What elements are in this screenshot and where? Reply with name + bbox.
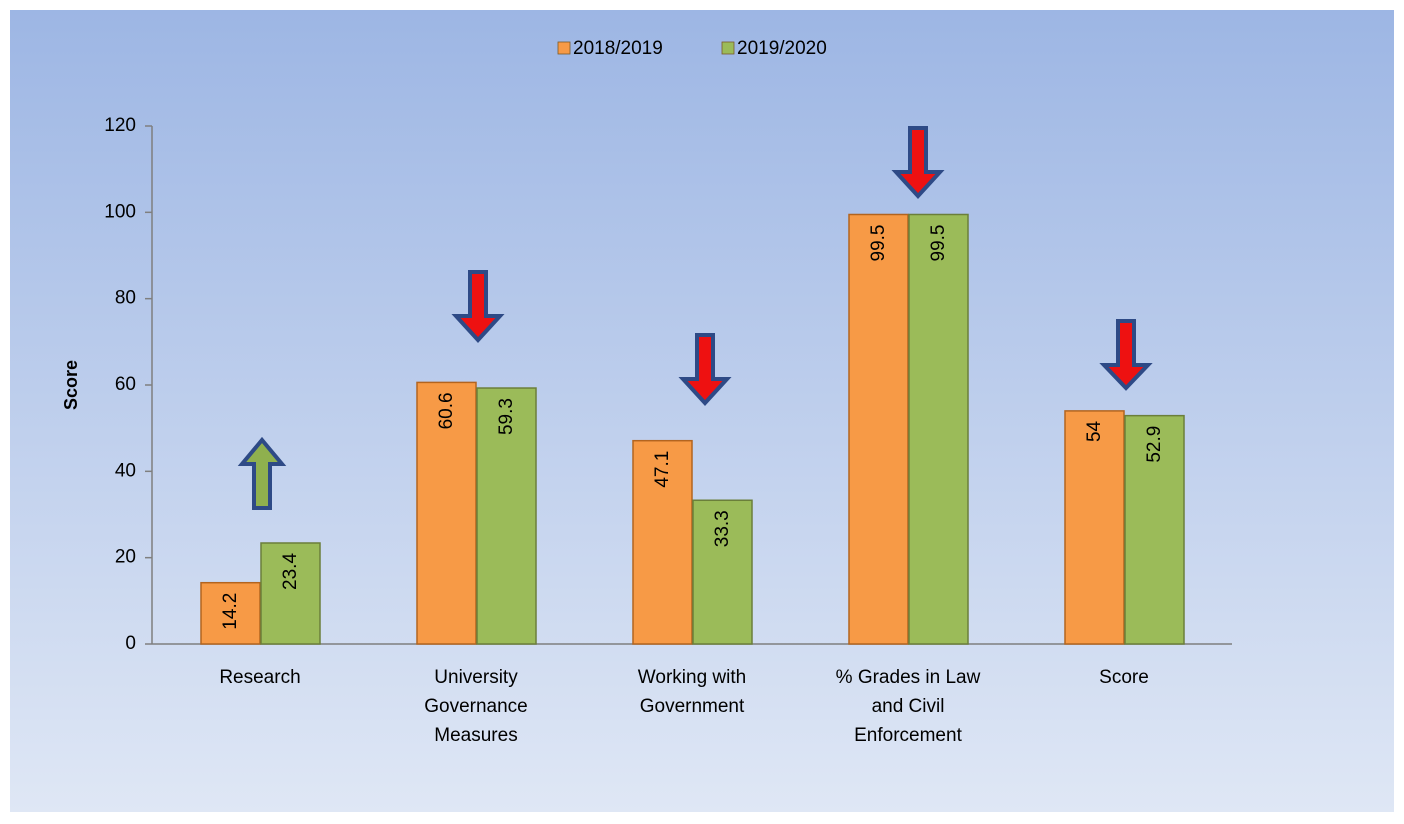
value-label: 60.6 <box>436 392 457 429</box>
y-axis-label: Score <box>61 360 81 410</box>
chart-background <box>10 10 1394 812</box>
x-tick-label: Score <box>1099 667 1149 688</box>
value-label: 54 <box>1084 420 1105 442</box>
value-label: 33.3 <box>712 510 733 547</box>
value-label: 47.1 <box>652 451 673 488</box>
value-label: 99.5 <box>868 224 889 261</box>
y-tick-label: 0 <box>125 633 136 654</box>
y-tick-label: 20 <box>115 547 136 568</box>
down-arrow <box>891 126 945 199</box>
y-tick-label: 80 <box>115 288 136 309</box>
x-tick-label: Research <box>219 667 301 688</box>
bar <box>1064 410 1125 645</box>
legend-label: 2018/2019 <box>573 38 663 59</box>
y-tick-label: 40 <box>115 460 136 481</box>
up-arrow <box>237 436 287 510</box>
value-label: 23.4 <box>280 553 301 590</box>
down-arrow <box>678 333 732 406</box>
legend-swatch <box>557 41 571 55</box>
legend-swatch <box>721 41 735 55</box>
value-label: 52.9 <box>1144 426 1165 463</box>
value-label: 99.5 <box>928 224 949 261</box>
down-arrow <box>1099 319 1153 391</box>
bar <box>632 439 693 645</box>
y-tick-label: 120 <box>104 115 136 136</box>
arrows <box>237 126 1153 510</box>
bar <box>848 213 909 645</box>
value-label: 14.2 <box>220 593 241 630</box>
value-label: 59.3 <box>496 398 517 435</box>
bar <box>692 499 753 645</box>
bar <box>260 542 321 645</box>
y-tick-label: 60 <box>115 374 136 395</box>
y-tick-label: 100 <box>104 201 136 222</box>
legend-label: 2019/2020 <box>737 38 827 59</box>
bar <box>1124 414 1185 645</box>
x-tick-label: % Grades in Law and Civil Enforcement <box>835 667 981 746</box>
down-arrow <box>451 270 505 343</box>
bar <box>200 581 261 645</box>
x-tick-label: University Governance Measures <box>424 667 528 746</box>
bar <box>416 381 477 645</box>
bar <box>476 387 537 645</box>
x-tick-label: Working with Government <box>637 667 747 717</box>
bar <box>908 213 969 645</box>
